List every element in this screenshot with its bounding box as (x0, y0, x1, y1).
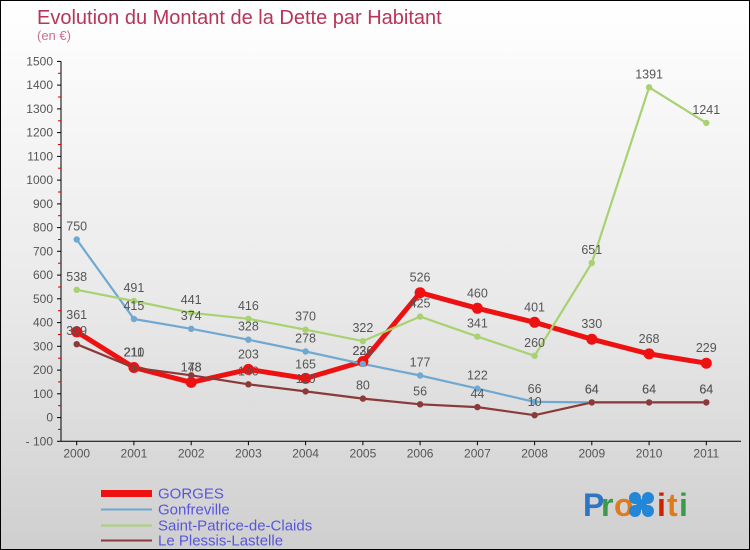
svg-text:o: o (614, 487, 634, 523)
svg-text:651: 651 (581, 243, 602, 257)
svg-text:203: 203 (238, 347, 259, 361)
svg-text:i: i (679, 487, 688, 523)
svg-text:2011: 2011 (693, 446, 719, 460)
svg-text:- 100: - 100 (26, 434, 54, 448)
svg-text:322: 322 (352, 321, 373, 335)
svg-text:140: 140 (238, 364, 259, 378)
svg-text:491: 491 (123, 281, 144, 295)
svg-text:416: 416 (238, 299, 259, 313)
svg-text:401: 401 (524, 300, 545, 314)
svg-text:GORGES: GORGES (158, 486, 224, 503)
svg-text:1200: 1200 (26, 126, 53, 140)
svg-text:100: 100 (33, 387, 53, 401)
svg-text:415: 415 (123, 299, 144, 313)
svg-text:56: 56 (413, 384, 427, 398)
svg-text:1300: 1300 (26, 102, 53, 116)
svg-text:260: 260 (524, 336, 545, 350)
svg-text:361: 361 (66, 308, 87, 322)
svg-text:441: 441 (181, 293, 202, 307)
svg-text:1500: 1500 (26, 54, 53, 68)
svg-text:2003: 2003 (235, 446, 262, 460)
svg-text:600: 600 (33, 268, 53, 282)
svg-text:460: 460 (467, 286, 488, 300)
svg-text:526: 526 (410, 271, 431, 285)
svg-text:1400: 1400 (26, 78, 53, 92)
svg-text:178: 178 (181, 360, 202, 374)
svg-text:2005: 2005 (350, 446, 377, 460)
svg-text:i: i (657, 487, 666, 523)
svg-text:2002: 2002 (178, 446, 205, 460)
svg-text:425: 425 (410, 297, 431, 311)
svg-text:t: t (667, 487, 678, 523)
svg-text:66: 66 (528, 382, 542, 396)
svg-text:900: 900 (33, 197, 53, 211)
svg-text:330: 330 (581, 317, 602, 331)
svg-text:800: 800 (33, 221, 53, 235)
svg-text:374: 374 (181, 309, 202, 323)
svg-text:341: 341 (467, 317, 488, 331)
svg-text:2006: 2006 (407, 446, 434, 460)
svg-text:110: 110 (296, 372, 316, 386)
svg-text:2004: 2004 (292, 446, 319, 460)
svg-text:278: 278 (295, 332, 316, 346)
svg-text:2007: 2007 (464, 446, 491, 460)
svg-text:1391: 1391 (635, 67, 663, 81)
svg-text:1241: 1241 (692, 103, 720, 117)
svg-text:2000: 2000 (63, 446, 90, 460)
svg-text:64: 64 (642, 382, 656, 396)
svg-text:1100: 1100 (27, 149, 53, 163)
svg-text:2009: 2009 (578, 446, 605, 460)
svg-text:2008: 2008 (521, 446, 548, 460)
svg-text:165: 165 (295, 358, 316, 372)
svg-text:226: 226 (352, 344, 373, 358)
svg-text:750: 750 (66, 220, 87, 234)
svg-text:309: 309 (66, 324, 87, 338)
svg-text:229: 229 (696, 341, 717, 355)
svg-text:1000: 1000 (26, 173, 53, 187)
svg-text:300: 300 (33, 339, 53, 353)
svg-text:r: r (601, 487, 613, 523)
svg-text:200: 200 (33, 363, 53, 377)
svg-text:538: 538 (66, 270, 87, 284)
svg-text:500: 500 (33, 292, 53, 306)
svg-text:64: 64 (699, 382, 713, 396)
svg-text:328: 328 (238, 320, 259, 334)
svg-text:122: 122 (467, 369, 488, 383)
svg-text:64: 64 (585, 382, 599, 396)
svg-text:Le Plessis-Lastelle: Le Plessis-Lastelle (158, 533, 283, 550)
svg-text:177: 177 (410, 356, 431, 370)
svg-text:Gonfreville: Gonfreville (158, 502, 230, 519)
svg-text:700: 700 (33, 244, 53, 258)
svg-text:2001: 2001 (121, 446, 148, 460)
svg-text:0: 0 (46, 411, 53, 425)
svg-text:44: 44 (470, 387, 484, 401)
svg-text:10: 10 (528, 395, 542, 409)
svg-text:400: 400 (33, 316, 53, 330)
svg-text:370: 370 (295, 310, 316, 324)
svg-text:80: 80 (356, 379, 370, 393)
svg-text:268: 268 (639, 332, 660, 346)
svg-text:210: 210 (123, 346, 144, 360)
svg-text:2010: 2010 (636, 446, 663, 460)
